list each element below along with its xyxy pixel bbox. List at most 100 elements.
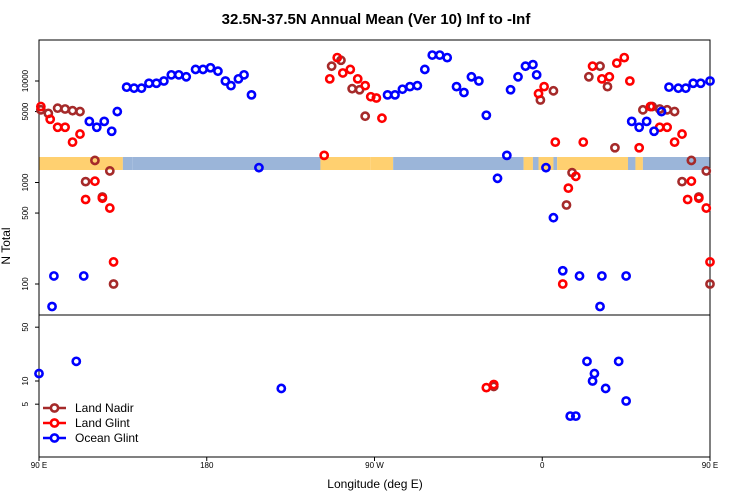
x-axis-ticks: 90 E 180 90 W 0 90 E — [31, 457, 718, 470]
y-tick-label: 50 — [21, 322, 30, 331]
ocean-glint-point — [129, 83, 139, 94]
land-nadir-point — [686, 155, 697, 166]
y-tick-label: 500 — [21, 206, 30, 220]
ocean-glint-point — [688, 78, 699, 89]
land-glint-point — [693, 193, 704, 204]
land-nadir-point — [52, 103, 63, 114]
ocean-glint-point — [71, 356, 82, 367]
ocean-glint-point — [91, 122, 102, 133]
ocean-glint-point — [621, 396, 632, 406]
land-glint-point — [371, 93, 382, 103]
land-glint-point — [570, 171, 581, 182]
ocean-glint-point — [466, 71, 477, 82]
land-glint-point — [533, 88, 544, 99]
ocean-glint-point — [600, 383, 611, 394]
x-tick-label: 0 — [540, 461, 545, 470]
land-glint-point — [35, 101, 46, 112]
ocean-glint-point — [520, 61, 531, 72]
land-nadir-point — [326, 61, 337, 72]
map-strip-land-6 — [523, 157, 533, 170]
ocean-glint-point — [528, 59, 538, 70]
ocean-glint-point — [596, 271, 607, 281]
ocean-glint-point — [442, 52, 453, 63]
land-nadir-point — [561, 200, 572, 210]
land-glint-point — [557, 279, 568, 289]
ocean-glint-point — [213, 66, 223, 77]
land-nadir-point — [60, 104, 70, 114]
legend-label-ocean-glint: Ocean Glint — [75, 431, 139, 445]
ocean-glint-point — [34, 368, 44, 379]
map-strip-land-12 — [635, 157, 643, 170]
ocean-glint-point — [190, 64, 201, 75]
map-strip-land-4 — [370, 157, 394, 170]
legend-marker-land-glint — [49, 418, 60, 428]
land-glint-point — [377, 113, 387, 124]
land-glint-point — [324, 73, 335, 84]
ocean-glint-point — [705, 76, 715, 86]
ocean-glint-point — [239, 69, 249, 80]
ocean-glint-point — [220, 76, 231, 86]
land-glint-point — [45, 114, 56, 125]
ocean-glint-point — [513, 71, 523, 82]
land-nadir-point — [108, 279, 119, 289]
map-strip-land-3 — [320, 157, 371, 170]
map-strip-ocean-11 — [627, 157, 636, 170]
land-nadir-point — [595, 61, 605, 72]
map-strip-ocean-7 — [532, 157, 539, 170]
ocean-glint-point — [382, 89, 393, 100]
land-glint-point — [352, 73, 363, 84]
ocean-glint-point — [419, 64, 430, 75]
land-nadir-point — [104, 166, 115, 176]
land-glint-point — [52, 122, 63, 133]
data-points — [34, 50, 715, 422]
y-tick-label: 10000 — [21, 69, 30, 92]
ocean-glint-point — [78, 271, 89, 281]
map-strip-land-10 — [557, 157, 628, 170]
ocean-glint-point — [166, 69, 177, 80]
chart-title: 32.5N-37.5N Annual Mean (Ver 10) Inf to … — [222, 11, 532, 28]
ocean-glint-point — [397, 84, 408, 95]
land-nadir-point — [80, 176, 91, 187]
ocean-glint-point — [595, 301, 605, 312]
ocean-glint-point — [198, 64, 208, 75]
ocean-glint-point — [649, 126, 659, 137]
land-glint-point — [60, 122, 70, 133]
land-nadir-point — [610, 142, 620, 153]
land-glint-point — [634, 142, 645, 153]
land-nadir-point — [67, 105, 78, 116]
ocean-glint-point — [621, 271, 632, 281]
land-glint-point — [75, 129, 85, 139]
land-glint-point — [332, 52, 343, 63]
land-glint-point — [539, 81, 550, 92]
legend-marker-ocean-glint — [49, 433, 60, 443]
ocean-glint-point — [112, 106, 123, 117]
ocean-glint-point — [634, 122, 645, 133]
map-strip-ocean-5 — [393, 157, 524, 170]
land-glint-point — [677, 129, 687, 139]
ocean-glint-point — [587, 376, 598, 386]
ocean-glint-point — [434, 50, 445, 60]
ocean-glint-point — [205, 62, 216, 73]
land-nadir-point — [669, 106, 680, 117]
ocean-glint-point — [492, 173, 503, 184]
land-glint-point — [645, 101, 656, 112]
ocean-glint-point — [99, 116, 110, 127]
ocean-glint-point — [254, 162, 264, 173]
land-glint-point — [319, 150, 330, 161]
land-glint-point — [587, 61, 598, 72]
ocean-glint-point — [473, 76, 484, 86]
land-glint-point — [97, 193, 108, 204]
ocean-glint-point — [664, 82, 674, 93]
land-nadir-point — [602, 81, 613, 92]
ocean-glint-point — [144, 78, 154, 89]
map-strip-ocean-2 — [132, 157, 321, 170]
land-glint-point — [701, 203, 712, 213]
ocean-glint-point — [226, 80, 236, 91]
land-nadir-point — [75, 106, 85, 117]
x-tick-label: 180 — [200, 461, 214, 470]
ocean-glint-point — [626, 116, 637, 127]
land-glint-point — [365, 91, 376, 102]
x-axis-label: Longitude (deg E) — [327, 477, 422, 491]
y-axis-label: N Total — [0, 227, 13, 264]
ocean-glint-point — [151, 78, 162, 89]
